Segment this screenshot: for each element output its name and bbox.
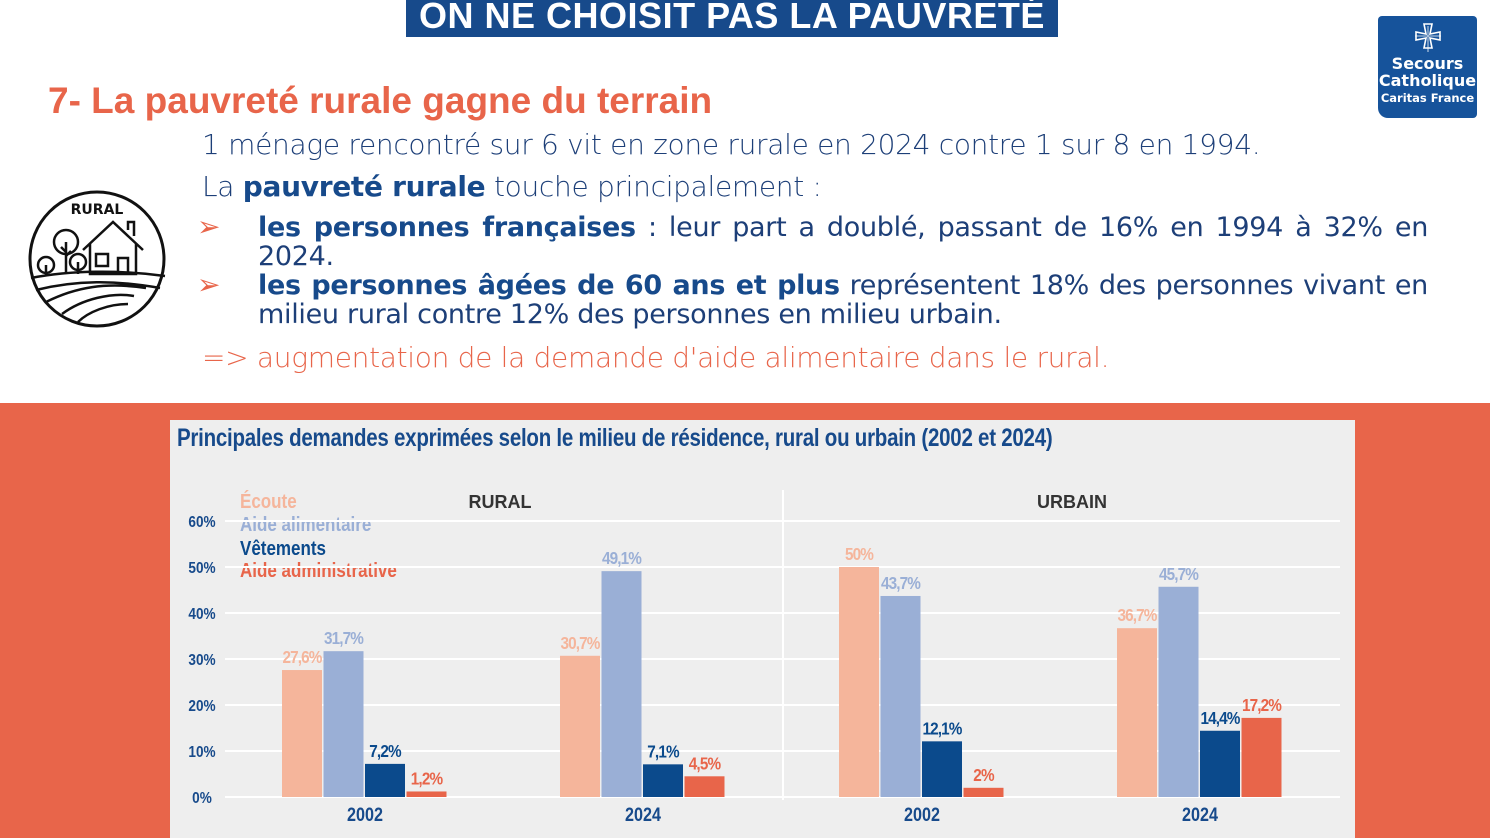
chart-title: Principales demandes exprimées selon le … [177,424,1053,452]
bar-écoute [282,670,322,797]
bar-vêtements [643,764,683,797]
conclusion-text: => augmentation de la demande d'aide ali… [202,341,1110,374]
data-label: 49,1% [602,548,642,568]
legend-aide-alimentaire: Aide alimentaire [240,514,372,536]
slide-banner-title: ON NE CHOISIT PAS LA PAUVRETÉ [406,0,1058,37]
bar-aide-administrative [406,791,447,797]
bullet-2-bold: les personnes âgées de 60 ans et plus [258,270,840,301]
x-tick-label: 2024 [625,804,661,826]
bar-aide-administrative [963,787,1004,797]
data-label: 45,7% [1159,564,1199,584]
rural-icon-label: RURAL [71,202,124,218]
data-label: 14,4% [1200,708,1240,728]
secours-catholique-logo: Secours Catholique Caritas France [1378,16,1477,118]
bullet-2-text: représentent 18% des personnes vivant en… [258,270,1428,330]
lead-text: La pauvreté rurale touche principalement… [202,170,822,203]
data-label: 1,2% [411,768,443,788]
bar-vêtements [922,741,962,797]
y-tick-label: 0% [192,790,212,807]
logo-line-3: Caritas France [1380,91,1475,105]
y-tick-label: 50% [188,560,215,577]
y-tick-label: 10% [188,744,215,761]
rural-house-icon: RURAL [28,190,168,335]
bullet-item-2: les personnes âgées de 60 ans et plus re… [258,271,1428,329]
data-label: 7,1% [647,741,679,761]
x-tick-label: 2002 [904,804,940,826]
data-label: 30,7% [560,633,600,653]
bullet-arrow-icon: ➢ [197,211,221,242]
panel-label-urbain: URBAIN [1037,492,1107,512]
y-tick-label: 30% [188,652,215,669]
lead-before: La [202,170,243,203]
data-label: 17,2% [1242,695,1282,715]
y-tick-label: 40% [188,606,215,623]
bar-écoute [839,567,879,797]
legend-vetements: Vêtements [240,538,326,560]
cross-icon [1414,23,1441,52]
bar-aide-alimentaire [323,651,364,797]
data-label: 7,2% [369,741,401,761]
bar-aide-alimentaire [1158,586,1199,797]
intro-text: 1 ménage rencontré sur 6 vit en zone rur… [202,128,1261,161]
data-label: 43,7% [881,573,921,593]
data-label: 31,7% [324,628,364,648]
data-label: 2% [973,765,994,785]
data-label: 50% [845,544,874,564]
bullet-1-bold: les personnes françaises [258,212,636,243]
bar-aide-administrative [684,776,725,797]
logo-line-2: Catholique [1378,71,1477,90]
panel-label-rural: RURAL [469,492,532,512]
y-tick-label: 20% [188,698,215,715]
bar-aide-administrative [1241,717,1282,797]
bar-aide-alimentaire [880,595,921,797]
legend-aide-administrative: Aide administrative [240,560,397,582]
bullet-arrow-icon: ➢ [197,269,221,300]
data-label: 36,7% [1117,605,1157,625]
bar-écoute [1117,628,1157,797]
data-label: 27,6% [282,647,322,667]
x-tick-label: 2024 [1182,804,1218,826]
bar-aide-alimentaire [601,571,642,797]
section-heading: 7- La pauvreté rurale gagne du terrain [48,80,713,121]
data-label: 12,1% [922,718,962,738]
bar-vêtements [1200,730,1240,797]
bar-vêtements [365,763,405,797]
data-label: 4,5% [689,753,721,773]
lead-bold: pauvreté rurale [242,170,486,203]
bullet-item-1: les personnes françaises : leur part a d… [258,213,1428,271]
logo-line-1: Secours [1391,54,1464,73]
legend-ecoute: Écoute [240,491,297,513]
y-tick-label: 60% [188,514,215,531]
bullet-1-text: : leur part a doublé, passant de 16% en … [258,212,1429,272]
lead-after: touche principalement : [485,170,822,203]
bar-écoute [560,655,600,797]
x-tick-label: 2002 [347,804,383,826]
